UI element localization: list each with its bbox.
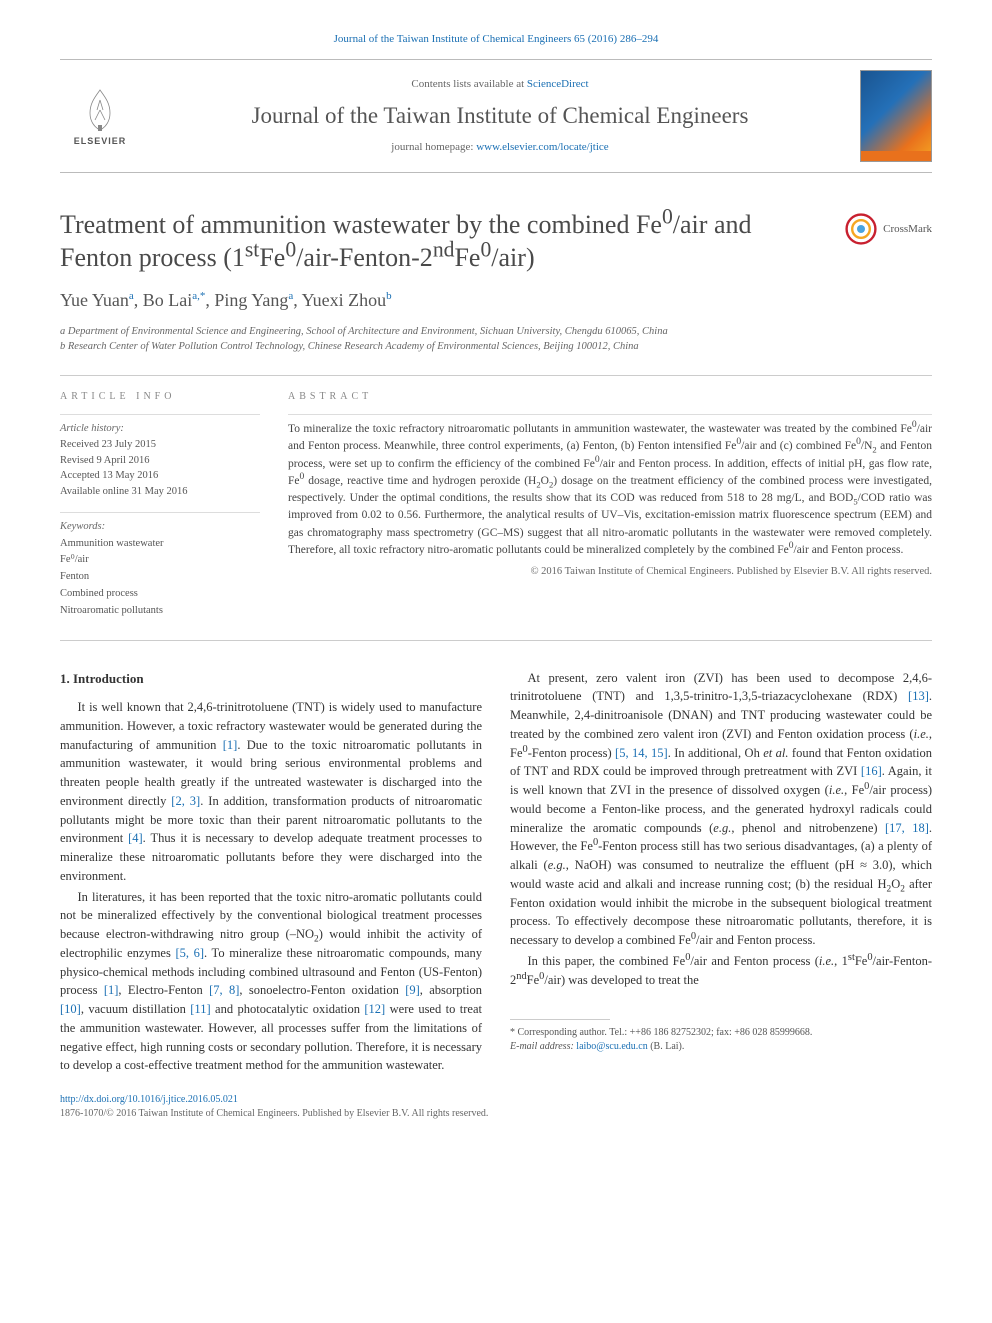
history-revised: Revised 9 April 2016 [60,453,260,469]
author-list: Yue Yuana, Bo Laia,*, Ping Yanga, Yuexi … [60,288,932,313]
abstract-body: To mineralize the toxic refractory nitro… [288,414,932,559]
section-number: 1. [60,671,70,686]
page-footer: http://dx.doi.org/10.1016/j.jtice.2016.0… [60,1093,932,1121]
section-title: Introduction [73,671,144,686]
email-label: E-mail address: [510,1041,574,1052]
journal-name: Journal of the Taiwan Institute of Chemi… [152,100,848,132]
section-heading: 1. Introduction [60,669,482,689]
affiliation-a: a Department of Environmental Science an… [60,324,932,340]
citation-link[interactable]: Journal of the Taiwan Institute of Chemi… [334,33,659,45]
article-header: Treatment of ammunition wastewater by th… [60,209,932,355]
history-label: Article history: [60,421,260,437]
contents-available: Contents lists available at ScienceDirec… [152,77,848,92]
journal-cover-thumb [860,70,932,162]
keywords-label: Keywords: [60,519,260,536]
crossmark-label: CrossMark [883,222,932,237]
crossmark-icon [845,213,877,245]
affiliations: a Department of Environmental Science an… [60,324,932,356]
corresponding-footnote: * Corresponding author. Tel.: ++86 186 8… [510,1026,932,1054]
paragraph: In this paper, the combined Fe0/air and … [510,952,932,990]
masthead: ELSEVIER Contents lists available at Sci… [60,59,932,173]
abstract-heading: ABSTRACT [288,390,932,404]
footnote-rule [510,1019,610,1020]
article-history: Article history: Received 23 July 2015 R… [60,414,260,500]
publisher-logo: ELSEVIER [60,76,140,156]
keyword: Fe⁰/air [60,552,260,569]
divider [60,375,932,376]
article-title: Treatment of ammunition wastewater by th… [60,209,829,274]
issn-copyright: 1876-1070/© 2016 Taiwan Institute of Che… [60,1107,932,1121]
abstract-block: ABSTRACT To mineralize the toxic refract… [288,390,932,620]
elsevier-tree-icon [75,85,125,135]
info-abstract-row: ARTICLE INFO Article history: Received 2… [60,390,932,620]
history-online: Available online 31 May 2016 [60,484,260,500]
affiliation-b: b Research Center of Water Pollution Con… [60,339,932,355]
keyword: Nitroaromatic pollutants [60,603,260,620]
doi-link[interactable]: http://dx.doi.org/10.1016/j.jtice.2016.0… [60,1094,238,1105]
keywords-block: Keywords: Ammunition wastewater Fe⁰/air … [60,512,260,620]
sciencedirect-link[interactable]: ScienceDirect [527,78,589,90]
divider [60,640,932,641]
article-body: 1. Introduction It is well known that 2,… [60,669,932,1076]
corresponding-line: * Corresponding author. Tel.: ++86 186 8… [510,1026,932,1040]
history-accepted: Accepted 13 May 2016 [60,468,260,484]
homepage-prefix: journal homepage: [391,141,476,153]
homepage-link[interactable]: www.elsevier.com/locate/jtice [476,141,608,153]
keyword: Ammunition wastewater [60,536,260,553]
citation-header: Journal of the Taiwan Institute of Chemi… [60,32,932,47]
corresponding-email[interactable]: laibo@scu.edu.cn [576,1041,647,1052]
paragraph: It is well known that 2,4,6-trinitrotolu… [60,698,482,886]
paragraph: In literatures, it has been reported tha… [60,888,482,1076]
masthead-center: Contents lists available at ScienceDirec… [152,77,848,156]
article-info-heading: ARTICLE INFO [60,390,260,404]
keyword: Fenton [60,569,260,586]
crossmark-badge[interactable]: CrossMark [845,213,932,245]
history-received: Received 23 July 2015 [60,437,260,453]
paragraph: At present, zero valent iron (ZVI) has b… [510,669,932,950]
journal-homepage: journal homepage: www.elsevier.com/locat… [152,140,848,155]
contents-prefix: Contents lists available at [411,78,526,90]
abstract-copyright: © 2016 Taiwan Institute of Chemical Engi… [288,565,932,580]
keyword: Combined process [60,586,260,603]
article-info-sidebar: ARTICLE INFO Article history: Received 2… [60,390,260,620]
publisher-name: ELSEVIER [74,135,127,148]
email-suffix: (B. Lai). [650,1041,684,1052]
